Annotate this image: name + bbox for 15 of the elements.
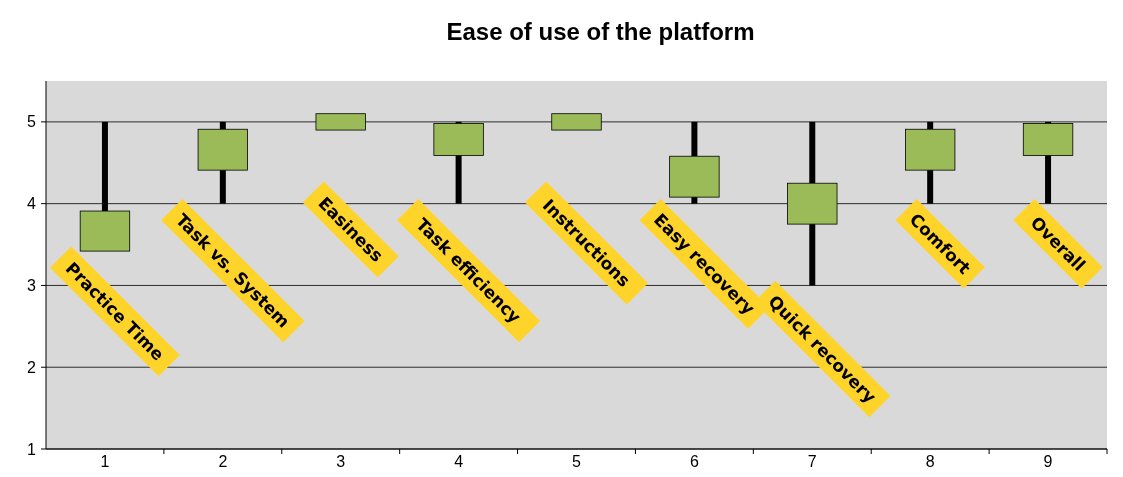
x-tick-label: 4 xyxy=(454,453,464,470)
x-tick-label: 1 xyxy=(100,453,110,470)
y-tick-label: 2 xyxy=(27,358,37,376)
x-tick-label: 2 xyxy=(218,453,228,470)
x-tick-label: 8 xyxy=(925,453,935,470)
x-tick-label: 9 xyxy=(1043,453,1053,470)
y-tick-label: 3 xyxy=(27,277,37,295)
x-tick-label: 5 xyxy=(572,453,582,470)
y-tick-label: 4 xyxy=(27,195,37,213)
y-tick-label: 1 xyxy=(27,440,37,458)
x-tick-label: 6 xyxy=(689,453,699,470)
y-tick-label: 5 xyxy=(27,113,37,131)
x-tick-label: 7 xyxy=(807,453,817,470)
x-tick-label: 3 xyxy=(336,453,346,470)
chart-title: Ease of use of the platform xyxy=(446,18,755,45)
